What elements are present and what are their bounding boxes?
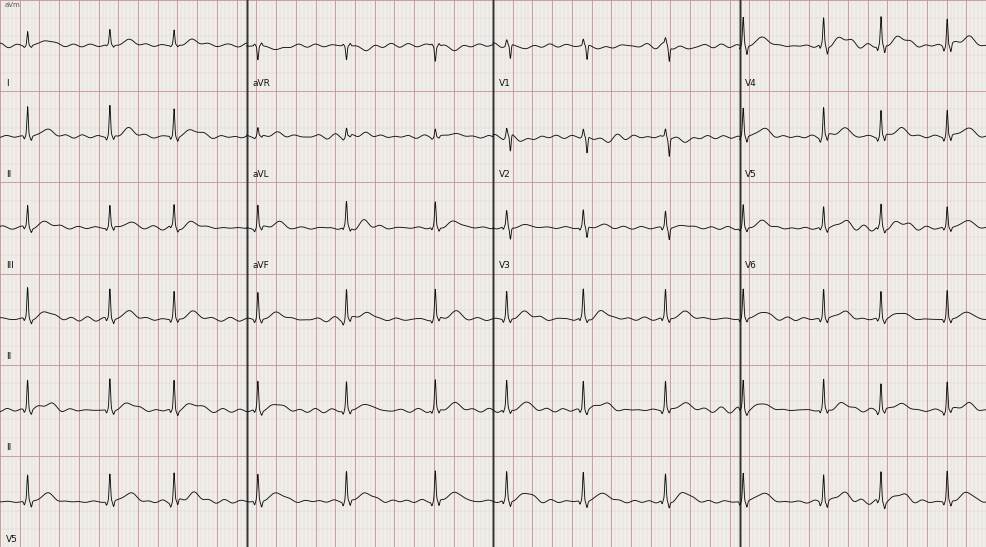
Text: III: III — [6, 261, 14, 270]
Text: II: II — [6, 444, 11, 452]
Text: aVm: aVm — [5, 2, 21, 8]
Text: V3: V3 — [499, 261, 511, 270]
Text: V6: V6 — [745, 261, 757, 270]
Text: I: I — [6, 79, 9, 88]
Text: aVR: aVR — [252, 79, 270, 88]
Text: V4: V4 — [745, 79, 757, 88]
Text: V5: V5 — [745, 170, 757, 179]
Text: aVF: aVF — [252, 261, 269, 270]
Text: V1: V1 — [499, 79, 511, 88]
Text: V2: V2 — [499, 170, 511, 179]
Text: II: II — [6, 352, 11, 361]
Text: V5: V5 — [6, 534, 18, 544]
Text: aVL: aVL — [252, 170, 269, 179]
Text: II: II — [6, 170, 11, 179]
